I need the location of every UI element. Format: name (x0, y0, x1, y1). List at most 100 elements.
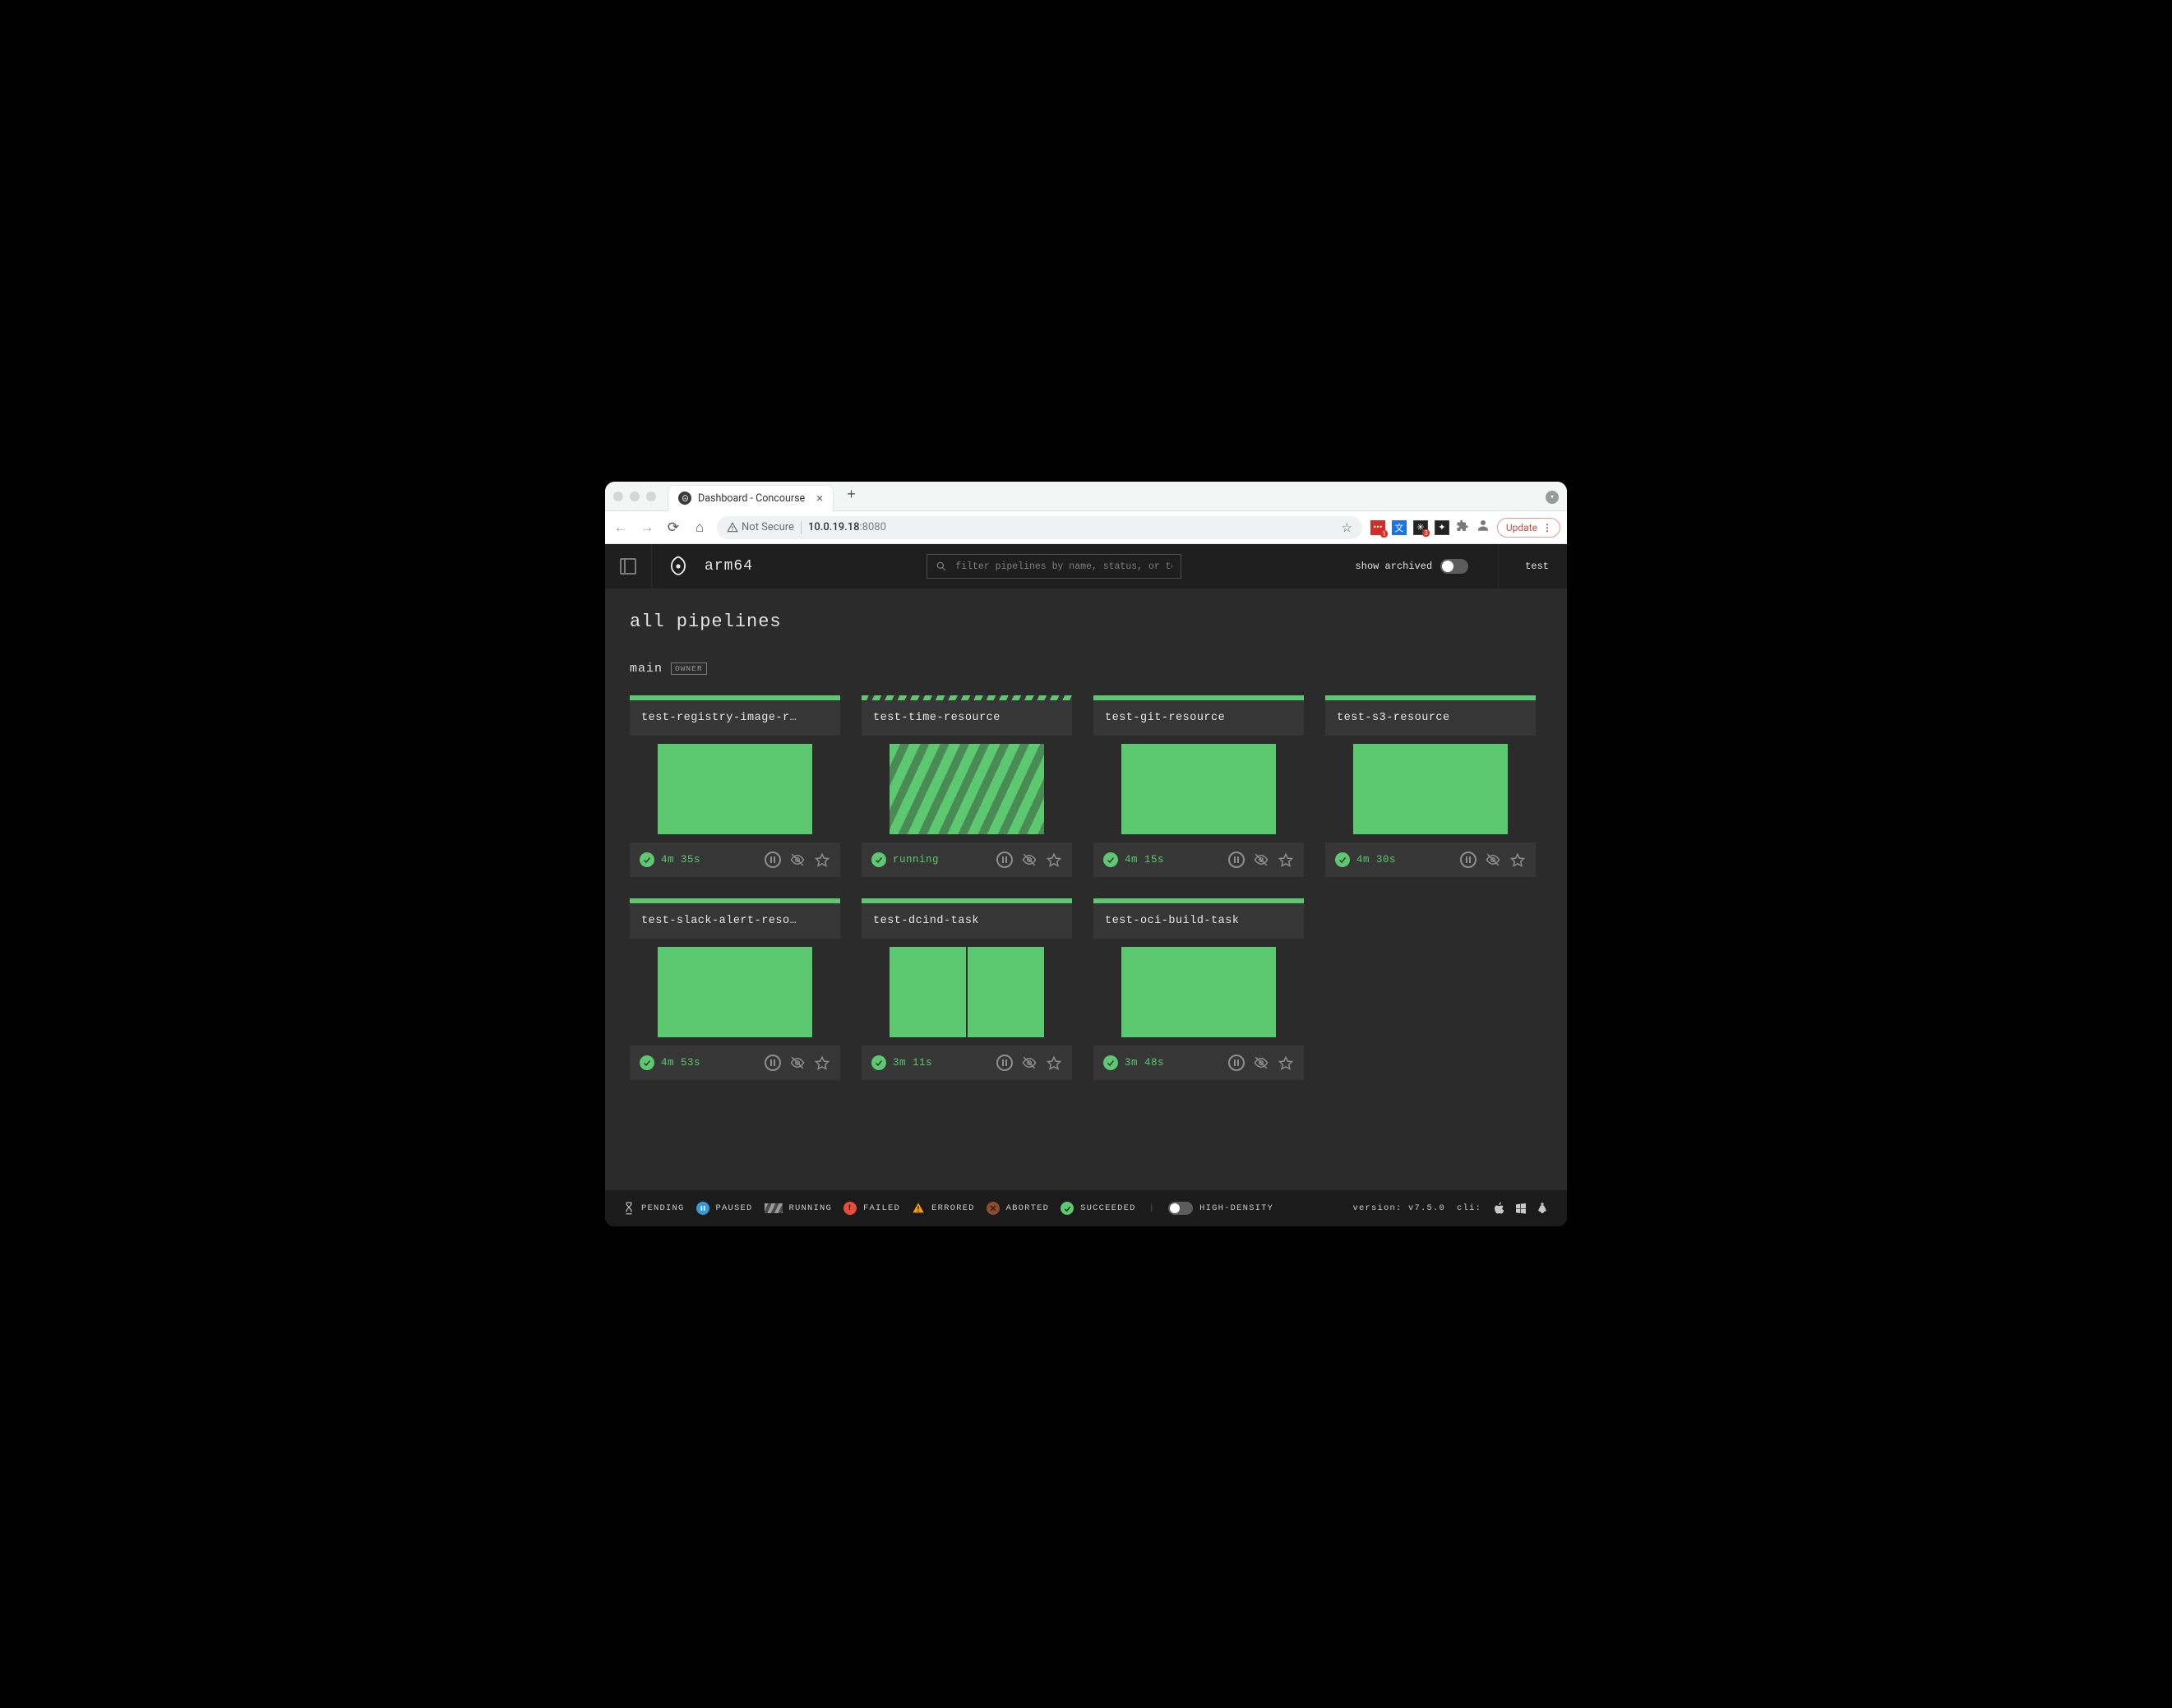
pause-button[interactable] (1460, 852, 1476, 868)
traffic-max[interactable] (646, 492, 656, 501)
pipeline-actions (1460, 852, 1526, 868)
toggle-track[interactable] (1440, 559, 1468, 574)
pipeline-name: test-slack-alert-reso… (630, 903, 840, 939)
pipeline-status-text: 3m 48s (1125, 1057, 1222, 1069)
visibility-off-icon[interactable] (1021, 852, 1037, 868)
mac-traffic-lights[interactable] (613, 492, 656, 501)
visibility-off-icon[interactable] (1253, 852, 1269, 868)
show-archived-toggle[interactable]: show archived (1356, 559, 1469, 574)
app-topbar: arm64 show archived test (605, 544, 1567, 589)
divider (1498, 544, 1499, 589)
team-name[interactable]: main (630, 662, 663, 676)
search-input[interactable] (955, 561, 1172, 572)
nav-back-button[interactable]: ← (612, 519, 630, 536)
pipeline-status-text: 4m 53s (661, 1057, 758, 1069)
tabs-dropdown-icon[interactable] (1546, 491, 1559, 504)
extension-icon[interactable]: ✦ (1435, 520, 1449, 535)
user-menu-link[interactable]: test (1522, 561, 1552, 572)
pipeline-preview[interactable] (630, 939, 840, 1046)
nav-home-button[interactable]: ⌂ (691, 519, 709, 536)
concourse-logo[interactable] (667, 555, 690, 578)
search-icon (936, 561, 947, 572)
warning-icon (912, 1202, 925, 1215)
tab-close-icon[interactable]: × (816, 492, 823, 505)
favorite-star-icon[interactable] (814, 1055, 830, 1071)
pipeline-card[interactable]: test-git-resource4m 15s (1093, 695, 1304, 877)
pipeline-footer: 4m 30s (1325, 842, 1536, 877)
favorite-star-icon[interactable] (1046, 852, 1062, 868)
sidebar-toggle-button[interactable] (620, 558, 636, 575)
visibility-off-icon[interactable] (1021, 1055, 1037, 1071)
favorite-star-icon[interactable] (814, 852, 830, 868)
visibility-off-icon[interactable] (789, 1055, 806, 1071)
visibility-off-icon[interactable] (1253, 1055, 1269, 1071)
browser-address-bar: ← → ⟳ ⌂ Not Secure 10.0.19.18:8080 ☆ •••… (605, 511, 1567, 544)
visibility-off-icon[interactable] (789, 852, 806, 868)
linux-icon[interactable] (1536, 1202, 1549, 1215)
pause-button[interactable] (765, 852, 781, 868)
pipeline-preview[interactable] (862, 736, 1072, 842)
pipeline-card[interactable]: test-registry-image-r…4m 35s (630, 695, 840, 877)
browser-tab-strip: Dashboard - Concourse × + (605, 482, 1567, 511)
pipeline-status-text: 3m 11s (893, 1057, 990, 1069)
traffic-close[interactable] (613, 492, 623, 501)
traffic-min[interactable] (630, 492, 640, 501)
extension-translate-icon[interactable]: 文 (1392, 520, 1407, 535)
show-archived-label: show archived (1356, 561, 1433, 572)
not-secure-icon[interactable]: Not Secure (727, 521, 794, 533)
pause-button[interactable] (996, 1055, 1013, 1071)
bookmark-star-icon[interactable]: ☆ (1341, 520, 1352, 535)
nav-reload-button[interactable]: ⟳ (664, 519, 682, 536)
pause-button[interactable] (1228, 1055, 1245, 1071)
url-host: 10.0.19.18:8080 (808, 521, 886, 533)
pause-button[interactable] (996, 852, 1013, 868)
pipeline-job[interactable] (658, 744, 812, 834)
search-box[interactable] (927, 554, 1181, 579)
windows-icon[interactable] (1514, 1202, 1527, 1215)
pipeline-card[interactable]: test-dcind-task3m 11s (862, 898, 1072, 1080)
check-icon (640, 1055, 654, 1070)
browser-tab[interactable]: Dashboard - Concourse × (668, 485, 834, 511)
pipeline-preview[interactable] (1325, 736, 1536, 842)
pipeline-preview[interactable] (862, 939, 1072, 1046)
pipeline-card[interactable]: test-s3-resource4m 30s (1325, 695, 1536, 877)
pipeline-card[interactable]: test-slack-alert-reso… 4m 53s (630, 898, 840, 1080)
browser-update-button[interactable]: Update ⋮ (1497, 518, 1560, 538)
hourglass-icon (623, 1202, 635, 1215)
favorite-star-icon[interactable] (1278, 852, 1294, 868)
legend-errored: ERRORED (912, 1202, 975, 1215)
visibility-off-icon[interactable] (1485, 852, 1501, 868)
pipeline-job[interactable] (1353, 744, 1508, 834)
extensions-menu-icon[interactable] (1456, 519, 1469, 536)
omnibox[interactable]: Not Secure 10.0.19.18:8080 ☆ (717, 516, 1362, 539)
favorite-star-icon[interactable] (1509, 852, 1526, 868)
pipeline-actions (1228, 852, 1294, 868)
pipeline-preview[interactable] (1093, 736, 1304, 842)
pause-button[interactable] (1228, 852, 1245, 868)
pipeline-job[interactable] (890, 744, 1044, 834)
pause-button[interactable] (765, 1055, 781, 1071)
extension-icon[interactable]: ✳3 (1413, 520, 1428, 535)
pipeline-preview[interactable] (630, 736, 840, 842)
nav-forward-button[interactable]: → (638, 519, 656, 536)
pipeline-job[interactable] (890, 947, 966, 1037)
check-icon (871, 852, 886, 867)
profile-avatar-icon[interactable] (1476, 518, 1490, 537)
pipeline-card[interactable]: test-oci-build-task3m 48s (1093, 898, 1304, 1080)
favorite-star-icon[interactable] (1046, 1055, 1062, 1071)
apple-icon[interactable] (1493, 1202, 1506, 1215)
chrome-menu-icon[interactable]: ⋮ (1542, 522, 1551, 533)
pipeline-card[interactable]: test-time-resourcerunning (862, 695, 1072, 877)
pipeline-job[interactable] (1121, 744, 1276, 834)
new-tab-button[interactable]: + (840, 486, 859, 506)
pipeline-footer: running (862, 842, 1072, 877)
pipeline-job[interactable] (658, 947, 812, 1037)
favorite-star-icon[interactable] (1278, 1055, 1294, 1071)
pipeline-job[interactable] (968, 947, 1044, 1037)
team-header: main OWNER (630, 662, 1542, 676)
extension-icon[interactable]: •••1 (1370, 520, 1385, 535)
pipeline-preview[interactable] (1093, 939, 1304, 1046)
high-density-toggle[interactable]: HIGH-DENSITY (1168, 1202, 1273, 1215)
pipeline-status-text: 4m 30s (1356, 854, 1453, 866)
pipeline-job[interactable] (1121, 947, 1276, 1037)
